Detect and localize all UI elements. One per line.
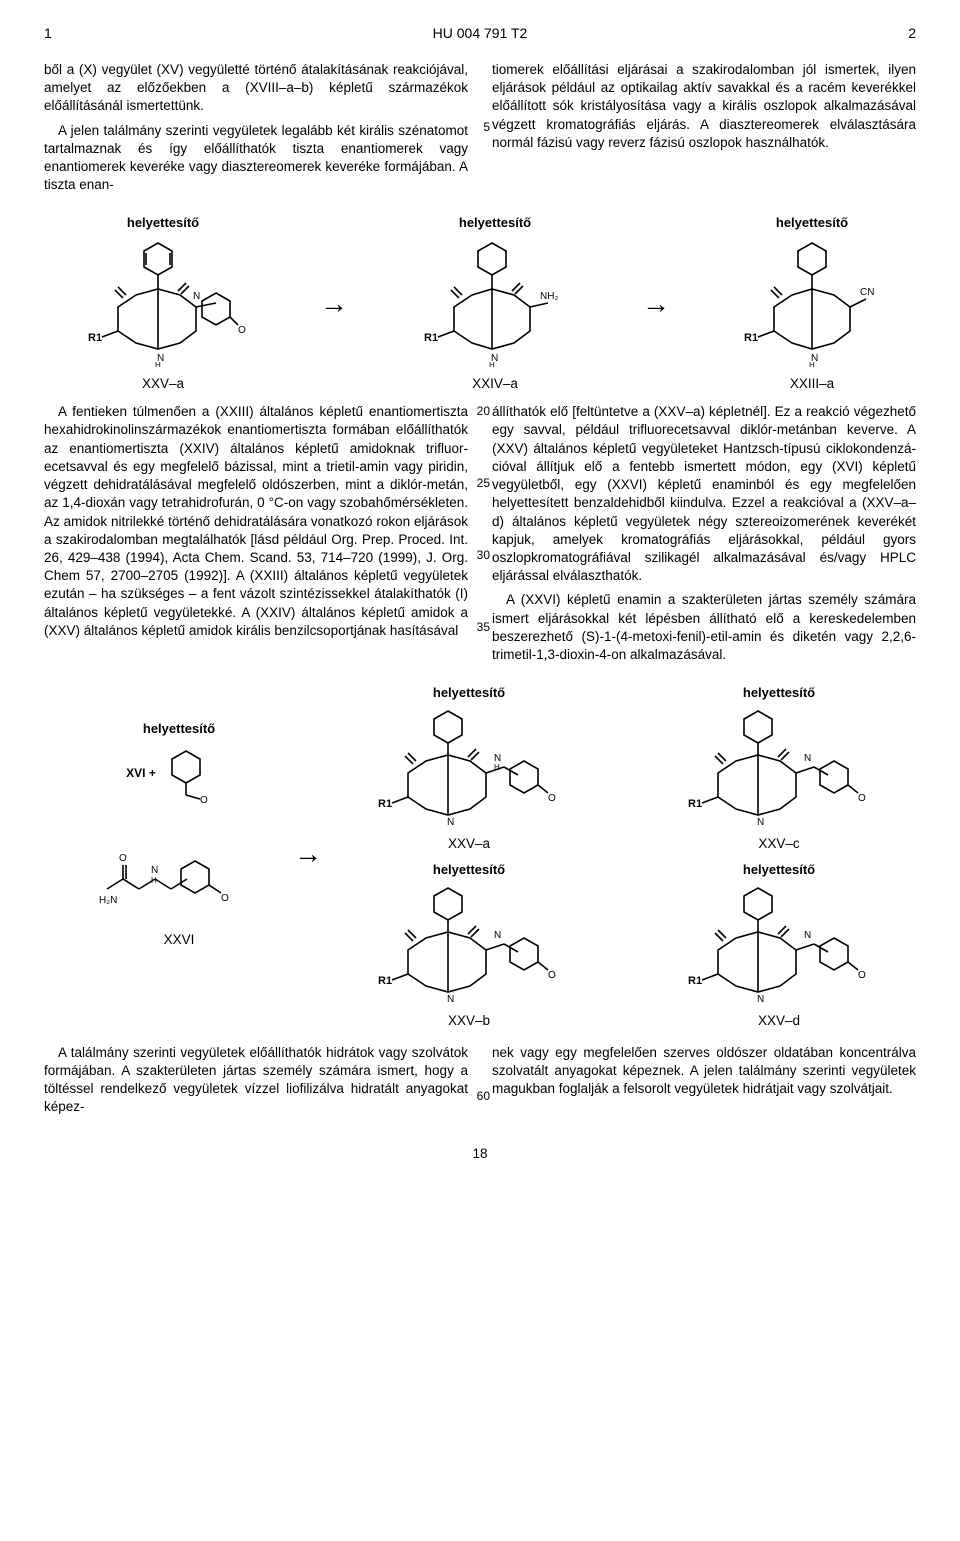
line-num-5: 5 xyxy=(476,119,490,135)
text-block-2: A fentieken túlmenően a (XXIII) általáno… xyxy=(44,403,916,670)
struct-xvi: helyettesítő XVI + O xyxy=(126,720,232,803)
page-header: 1 HU 004 791 T2 2 xyxy=(44,24,916,43)
page-number: 18 xyxy=(44,1145,916,1163)
svg-text:R1: R1 xyxy=(424,332,438,344)
svg-text:N: N xyxy=(757,994,764,1004)
para-1c: tiomerek előállítási eljárásai a szakiro… xyxy=(492,61,916,152)
header-right: 2 xyxy=(908,24,916,43)
svg-text:N: N xyxy=(494,930,501,941)
molecule-xxiv-a-svg: R1 NH₂ N H xyxy=(420,237,570,367)
line-num-60: 60 xyxy=(476,1088,490,1104)
col-left-1: ből a (X) vegyület (XV) vegyületté törté… xyxy=(44,61,468,201)
struct-xxv-b: helyettesítő R1 N N O xyxy=(374,861,564,1030)
para-1b: A jelen találmány szerinti vegyületek le… xyxy=(44,122,468,195)
xvi-svg: O xyxy=(160,743,232,803)
scheme-2: helyettesítő XVI + O xyxy=(44,684,916,1030)
struct-xxv-c: helyettesítő R1 N N O xyxy=(684,684,874,853)
caption-xxiv-a: XXIV–a xyxy=(472,375,518,393)
xxvi-svg: H₂N O N H O xyxy=(99,809,259,919)
svg-text:R1: R1 xyxy=(378,975,392,987)
para-3b: nek vagy egy megfelelően szerves oldósze… xyxy=(492,1044,916,1099)
svg-text:H: H xyxy=(151,876,157,885)
caption-xxvi: XXVI xyxy=(164,931,195,949)
svg-text:N: N xyxy=(804,930,811,941)
caption-xxiii-a: XXIII–a xyxy=(790,375,834,393)
svg-text:H: H xyxy=(809,361,815,367)
svg-text:CN: CN xyxy=(860,287,874,298)
scheme-1: helyettesítő R1 N N xyxy=(44,214,916,393)
col-left-3: A találmány szerinti vegyületek előállít… xyxy=(44,1044,468,1123)
svg-text:H: H xyxy=(155,361,161,367)
struct-xxiii-a: helyettesítő R1 CN N H XXIII–a xyxy=(742,214,882,393)
svg-text:R1: R1 xyxy=(688,975,702,987)
arrow-2: → xyxy=(638,285,674,323)
molecule-xxv-a-svg: R1 N N H O xyxy=(78,237,248,367)
svg-text:N: N xyxy=(447,994,454,1004)
line-num-20: 20 xyxy=(476,403,490,419)
xxv-a2-svg: R1 N H N O xyxy=(374,707,564,827)
caption-xxv-a: XXV–a xyxy=(142,375,184,393)
r1-label: R1 xyxy=(88,332,102,344)
svg-text:N: N xyxy=(151,865,158,876)
header-center: HU 004 791 T2 xyxy=(433,24,528,43)
svg-text:O: O xyxy=(858,970,866,981)
xxv-d-svg: R1 N N O xyxy=(684,884,874,1004)
col-right-3: 60 nek vagy egy megfelelően szerves oldó… xyxy=(492,1044,916,1123)
text-block-1: ből a (X) vegyület (XV) vegyületté törté… xyxy=(44,61,916,201)
col-right-1: 5 tiomerek előállítási eljárásai a szaki… xyxy=(492,61,916,201)
struct-xxiv-a: helyettesítő R1 NH₂ N H XXIV–a xyxy=(420,214,570,393)
sub-label: helyettesítő xyxy=(776,214,848,232)
svg-text:R1: R1 xyxy=(688,798,702,810)
svg-text:O: O xyxy=(119,853,127,864)
svg-text:O: O xyxy=(221,893,229,904)
para-2b: állíthatók elő [feltüntetve a (XXV–a) ké… xyxy=(492,403,916,585)
svg-text:R1: R1 xyxy=(378,798,392,810)
line-num-35: 35 xyxy=(476,619,490,635)
scheme2-precursors: helyettesítő XVI + O xyxy=(44,684,314,873)
struct-xxv-d: helyettesítő R1 N N O xyxy=(684,861,874,1030)
para-1a: ből a (X) vegyület (XV) vegyületté törté… xyxy=(44,61,468,116)
svg-text:O: O xyxy=(200,795,208,803)
svg-text:NH₂: NH₂ xyxy=(540,291,558,302)
svg-text:R1: R1 xyxy=(744,332,758,344)
xxv-b-svg: R1 N N O xyxy=(374,884,564,1004)
para-2a: A fentieken túlmenően a (XXIII) általáno… xyxy=(44,403,468,640)
para-2c: A (XXVI) képletű enamin a szakterületen … xyxy=(492,591,916,664)
svg-text:O: O xyxy=(548,970,556,981)
molecule-xxiii-a-svg: R1 CN N H xyxy=(742,237,882,367)
svg-text:H: H xyxy=(489,361,495,367)
svg-text:N: N xyxy=(447,817,454,827)
para-3a: A találmány szerinti vegyületek előállít… xyxy=(44,1044,468,1117)
svg-text:N: N xyxy=(757,817,764,827)
col-left-2: A fentieken túlmenően a (XXIII) általáno… xyxy=(44,403,468,670)
text-block-3: A találmány szerinti vegyületek előállít… xyxy=(44,1044,916,1123)
nh-label: N xyxy=(193,291,200,302)
line-num-25: 25 xyxy=(476,475,490,491)
sub-label: helyettesítő xyxy=(143,720,215,738)
struct-xxv-a: helyettesítő R1 N N xyxy=(78,214,248,393)
sub-label: helyettesítő xyxy=(459,214,531,232)
col-right-2: 20 25 30 35 állíthatók elő [feltüntetve … xyxy=(492,403,916,670)
xxv-c-svg: R1 N N O xyxy=(684,707,874,827)
svg-text:O: O xyxy=(548,793,556,804)
struct-xxv-a-2: helyettesítő R1 N H N xyxy=(374,684,564,853)
header-left: 1 xyxy=(44,24,52,43)
sub-label: helyettesítő xyxy=(127,214,199,232)
svg-text:O: O xyxy=(238,325,246,336)
scheme2-mid: helyettesítő R1 N H N xyxy=(314,684,624,1030)
scheme2-right: helyettesítő R1 N N O xyxy=(624,684,934,1030)
svg-text:N: N xyxy=(804,753,811,764)
svg-text:O: O xyxy=(858,793,866,804)
arrow-1: → xyxy=(316,285,352,323)
line-num-30: 30 xyxy=(476,547,490,563)
svg-text:H₂N: H₂N xyxy=(99,895,117,906)
xvi-label: XVI + xyxy=(126,765,156,781)
svg-text:H: H xyxy=(494,763,500,772)
